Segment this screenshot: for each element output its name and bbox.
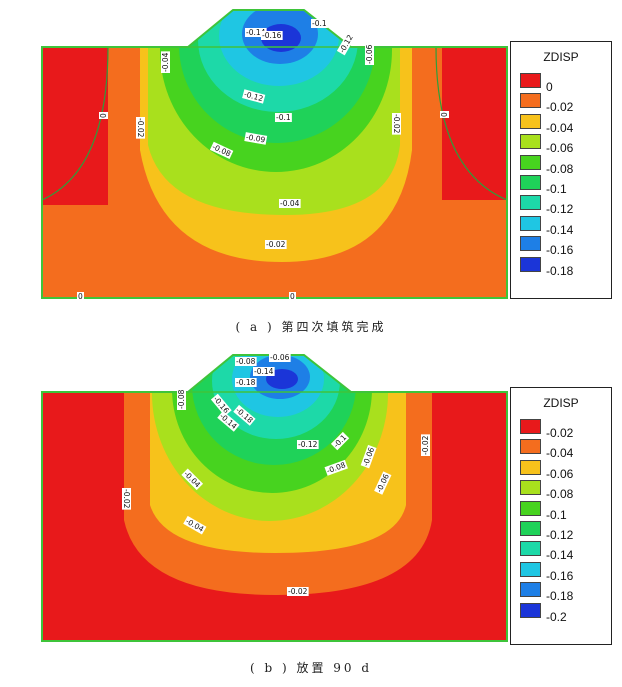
contour-fill-b [42, 355, 507, 641]
legend-label: -0.06 [546, 141, 574, 156]
legend-swatch [520, 134, 541, 150]
contour-label: -0.02 [421, 434, 430, 456]
legend-swatch [520, 73, 541, 88]
contour-label: -0.14 [253, 367, 275, 376]
contour-label: -0.06 [269, 353, 291, 362]
legend-swatch [520, 480, 541, 496]
legend-swatch [520, 500, 541, 516]
legend-label: -0.1 [546, 507, 567, 522]
contour-label: 0 [440, 111, 449, 118]
svg-text:-0.06: -0.06 [365, 44, 374, 64]
contour-label: -0.02 [265, 240, 287, 249]
contour-label: -0.08 [235, 357, 257, 366]
legend-label: -0.08 [546, 161, 574, 176]
contour-lines-a [41, 46, 508, 201]
svg-text:-0.02: -0.02 [421, 435, 430, 455]
legend-label: -0.16 [546, 568, 574, 583]
svg-text:-0.16: -0.16 [262, 31, 282, 40]
svg-text:-0.02: -0.02 [122, 489, 131, 509]
svg-text:-0.08: -0.08 [177, 389, 186, 409]
legend-swatch [520, 439, 541, 455]
svg-text:0: 0 [99, 113, 108, 118]
svg-text:-0.09: -0.09 [245, 132, 266, 144]
contour-label: -0.12 [297, 440, 319, 449]
svg-text:-0.18: -0.18 [236, 378, 256, 387]
svg-text:-0.02: -0.02 [288, 587, 308, 596]
contour-label: 0 [289, 292, 296, 301]
legend-swatch [520, 174, 541, 190]
legend-label: -0.04 [546, 120, 574, 135]
svg-text:-0.14: -0.14 [246, 28, 266, 37]
legend-swatch [520, 236, 541, 252]
svg-text:-0.1: -0.1 [276, 113, 291, 122]
svg-text:-0.04: -0.04 [280, 199, 300, 208]
svg-text:-0.02: -0.02 [266, 240, 286, 249]
svg-text:-0.1: -0.1 [312, 19, 327, 28]
svg-text:0: 0 [290, 292, 295, 301]
legend-label: -0.02 [546, 100, 574, 115]
legend-swatch [520, 561, 541, 577]
legend-title: ZDISP [543, 50, 579, 64]
legend-label: -0.16 [546, 243, 574, 258]
contour-label: -0.1 [275, 113, 292, 122]
contour-label: -0.08 [177, 388, 186, 410]
contour-label: -0.02 [136, 117, 145, 139]
contour-label: 0 [99, 112, 108, 119]
legend-label: -0.14 [546, 222, 574, 237]
legend-swatch [520, 256, 541, 272]
contour-label: -0.18 [235, 378, 257, 387]
legend-title: ZDISP [543, 396, 579, 410]
legend-label: -0.12 [546, 202, 574, 217]
legend-label: -0.1 [546, 181, 567, 196]
legend-label: -0.08 [546, 487, 574, 502]
legend-swatch [520, 154, 541, 170]
svg-text:-0.02: -0.02 [392, 114, 401, 134]
legend-label: -0.18 [546, 589, 574, 604]
legend-label: -0.04 [546, 446, 574, 461]
svg-text:-0.04: -0.04 [161, 52, 170, 72]
contour-plot-a: -0.1 -0.14 -0.16 -0.12 -0.04 -0.06 0 -0.… [41, 9, 508, 301]
svg-text:-0.06: -0.06 [270, 353, 290, 362]
svg-text:0: 0 [78, 292, 83, 301]
legend-label: -0.14 [546, 548, 574, 563]
svg-text:-0.08: -0.08 [236, 357, 256, 366]
contour-label: -0.04 [279, 199, 301, 208]
legend-swatch [520, 419, 541, 434]
legend-swatch [520, 582, 541, 598]
legend-swatch [520, 459, 541, 475]
contour-label: -0.02 [287, 587, 309, 596]
svg-text:-0.14: -0.14 [254, 367, 274, 376]
contour-plot-b: -0.08 -0.06 -0.14 -0.18 -0.08 -0.16 -0.1… [41, 353, 508, 642]
contour-label: -0.09 [244, 132, 268, 145]
legend-label: -0.06 [546, 466, 574, 481]
legend-swatch [520, 113, 541, 129]
legend-b: ZDISP -0.02 -0.04 -0.06 -0.08 -0.1 -0.12… [510, 387, 612, 645]
contour-label: 0 [77, 292, 84, 301]
svg-text:0: 0 [440, 112, 449, 117]
svg-text:-0.02: -0.02 [136, 118, 145, 138]
contour-fill-a [42, 10, 507, 298]
legend-label: -0.18 [546, 263, 574, 278]
contour-label: -0.14 [245, 28, 267, 37]
caption-b: ( b ) 放置 90 d [249, 661, 373, 675]
contour-label: -0.02 [392, 113, 401, 135]
legend-label: 0 [546, 80, 553, 94]
legend-a: ZDISP 0 -0.02 -0.04 -0.06 -0.08 -0.1 -0.… [510, 41, 612, 299]
contour-label: -0.04 [161, 51, 170, 73]
legend-label: -0.02 [546, 426, 574, 440]
legend-swatch [520, 93, 541, 109]
caption-a: ( a ) 第四次填筑完成 [235, 320, 387, 334]
legend-swatch [520, 541, 541, 557]
legend-swatch [520, 520, 541, 536]
contour-label: -0.1 [311, 19, 328, 28]
contour-label: -0.02 [122, 488, 131, 510]
legend-swatch [520, 215, 541, 231]
legend-label: -0.12 [546, 527, 574, 542]
svg-text:-0.12: -0.12 [298, 440, 318, 449]
contour-label: -0.06 [365, 43, 374, 65]
contour-label: -0.16 [261, 31, 283, 40]
legend-swatch [520, 195, 541, 211]
legend-swatch [520, 602, 541, 618]
legend-label: -0.2 [546, 609, 567, 624]
